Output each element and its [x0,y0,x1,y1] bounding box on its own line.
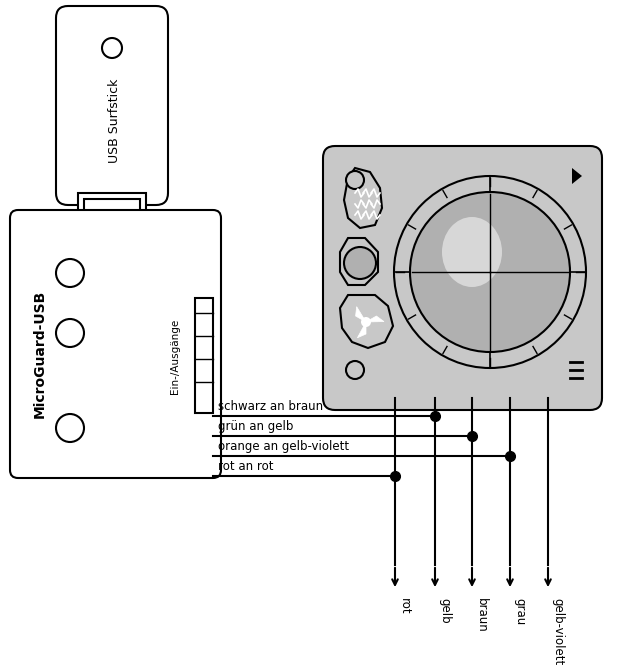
Text: gelb: gelb [438,598,451,624]
Circle shape [56,259,84,287]
Circle shape [56,319,84,347]
Circle shape [394,176,586,368]
Polygon shape [357,322,366,338]
Text: Ein-/Ausgänge: Ein-/Ausgänge [170,319,180,394]
Polygon shape [356,307,366,322]
Text: rot: rot [398,598,411,614]
Circle shape [56,414,84,442]
Circle shape [410,192,570,352]
Text: MicroGuard-USB: MicroGuard-USB [33,290,47,418]
Circle shape [346,361,364,379]
Polygon shape [572,168,582,184]
Text: grün an gelb: grün an gelb [218,420,293,433]
Circle shape [102,38,122,58]
Bar [78,193,146,235]
Circle shape [346,171,364,189]
Circle shape [361,317,371,327]
FancyBboxPatch shape [10,210,221,478]
Text: rot an rot: rot an rot [218,460,273,473]
Polygon shape [340,295,393,348]
FancyBboxPatch shape [56,6,168,205]
Polygon shape [366,316,384,322]
Text: orange an gelb-violett: orange an gelb-violett [218,440,349,453]
Text: gelb-violett: gelb-violett [551,598,564,665]
Text: USB Surfstick: USB Surfstick [107,78,120,163]
Bar [195,298,213,413]
Text: schwarz an braun: schwarz an braun [218,400,323,413]
Polygon shape [340,238,378,285]
Text: braun: braun [475,598,488,633]
FancyBboxPatch shape [323,146,602,410]
Circle shape [344,247,376,279]
Bar [84,199,140,229]
Ellipse shape [442,217,502,287]
Text: grau: grau [513,598,526,625]
Polygon shape [344,168,382,228]
